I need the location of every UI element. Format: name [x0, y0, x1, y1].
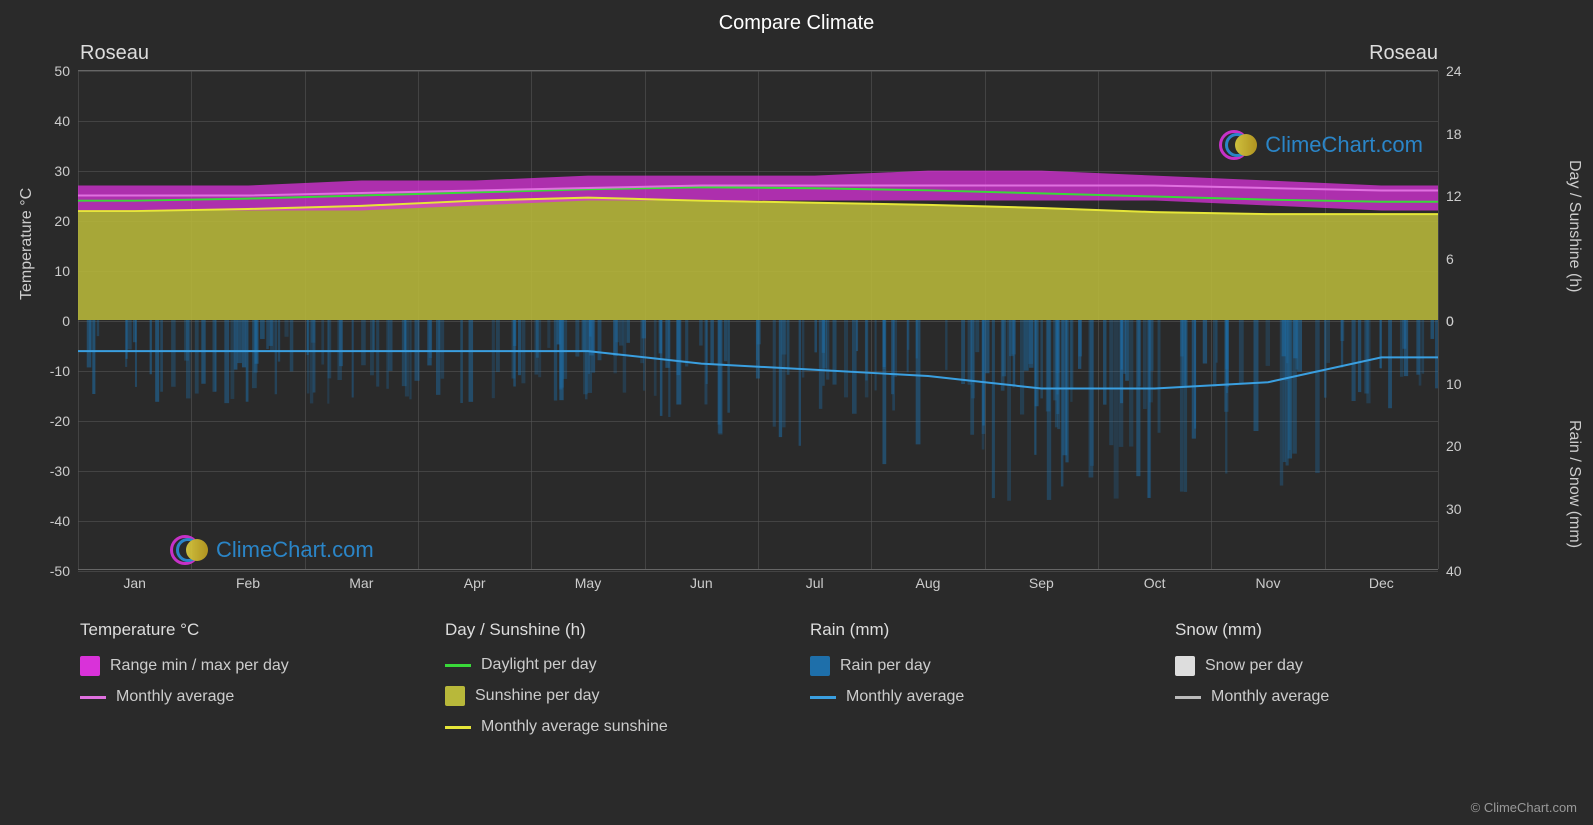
month-tick: Sep [1029, 569, 1054, 591]
chart-title: Compare Climate [0, 0, 1593, 35]
y-right-bottom-tick: 20 [1438, 438, 1462, 454]
legend-item: Monthly average [1175, 688, 1520, 706]
legend-item: Rain per day [810, 656, 1155, 676]
month-tick: Dec [1369, 569, 1394, 591]
y-left-tick: -20 [50, 413, 78, 429]
legend-swatch [445, 686, 465, 706]
legend-label: Monthly average [116, 688, 234, 706]
legend-swatch [445, 726, 471, 729]
y-right-bottom-tick: 30 [1438, 501, 1462, 517]
legend-swatch [1175, 696, 1201, 699]
y-left-tick: -40 [50, 513, 78, 529]
y-axis-right-bottom-label: Rain / Snow (mm) [1565, 420, 1583, 548]
legend-item: Daylight per day [445, 656, 790, 674]
y-left-tick: -50 [50, 563, 78, 579]
month-tick: Oct [1144, 569, 1166, 591]
y-left-tick: 50 [54, 63, 78, 79]
legend-item: Monthly average sunshine [445, 718, 790, 736]
legend-label: Sunshine per day [475, 687, 600, 705]
month-tick: Mar [349, 569, 373, 591]
y-left-tick: 0 [62, 313, 78, 329]
month-tick: Apr [464, 569, 486, 591]
month-tick: Feb [236, 569, 260, 591]
y-right-top-tick: 18 [1438, 126, 1462, 142]
legend-label: Monthly average [846, 688, 964, 706]
legend-swatch [1175, 656, 1195, 676]
legend-label: Rain per day [840, 657, 931, 675]
copyright: © ClimeChart.com [1471, 800, 1577, 815]
month-tick: Nov [1256, 569, 1281, 591]
y-right-top-tick: 6 [1438, 251, 1454, 267]
legend-label: Snow per day [1205, 657, 1303, 675]
legend-label: Range min / max per day [110, 657, 289, 675]
watermark-top: ClimeChart.com [1219, 125, 1423, 165]
month-tick: May [575, 569, 601, 591]
y-left-tick: -10 [50, 363, 78, 379]
legend-label: Monthly average [1211, 688, 1329, 706]
y-right-bottom-tick: 10 [1438, 376, 1462, 392]
legend-swatch [810, 696, 836, 699]
y-right-top-tick: 12 [1438, 188, 1462, 204]
legend: Temperature °C Range min / max per day Mon… [80, 620, 1520, 736]
watermark-bottom: ClimeChart.com [170, 530, 374, 570]
legend-item: Sunshine per day [445, 686, 790, 706]
legend-swatch [80, 656, 100, 676]
legend-header: Snow (mm) [1175, 620, 1520, 640]
month-tick: Jan [123, 569, 146, 591]
month-tick: Aug [916, 569, 941, 591]
legend-column: Snow (mm) Snow per day Monthly average [1175, 620, 1520, 736]
legend-item: Monthly average [810, 688, 1155, 706]
legend-item: Monthly average [80, 688, 425, 706]
legend-swatch [445, 664, 471, 667]
y-axis-left-label: Temperature °C [18, 188, 36, 300]
y-right-top-tick: 24 [1438, 63, 1462, 79]
month-tick: Jun [690, 569, 713, 591]
watermark-text: ClimeChart.com [216, 537, 374, 563]
legend-swatch [810, 656, 830, 676]
legend-column: Day / Sunshine (h) Daylight per day Sunshi… [445, 620, 790, 736]
legend-column: Rain (mm) Rain per day Monthly average [810, 620, 1155, 736]
watermark-text: ClimeChart.com [1265, 132, 1423, 158]
legend-swatch [80, 696, 106, 699]
legend-label: Monthly average sunshine [481, 718, 668, 736]
legend-header: Temperature °C [80, 620, 425, 640]
y-left-tick: 10 [54, 263, 78, 279]
legend-item: Snow per day [1175, 656, 1520, 676]
y-left-tick: -30 [50, 463, 78, 479]
y-axis-right-top-label: Day / Sunshine (h) [1565, 160, 1583, 293]
month-tick: Jul [806, 569, 824, 591]
climechart-logo-icon [1219, 125, 1259, 165]
legend-header: Day / Sunshine (h) [445, 620, 790, 640]
y-right-bottom-tick: 0 [1438, 313, 1454, 329]
legend-label: Daylight per day [481, 656, 597, 674]
legend-column: Temperature °C Range min / max per day Mon… [80, 620, 425, 736]
y-left-tick: 30 [54, 163, 78, 179]
climechart-logo-icon [170, 530, 210, 570]
y-right-bottom-tick: 40 [1438, 563, 1462, 579]
y-left-tick: 20 [54, 213, 78, 229]
legend-item: Range min / max per day [80, 656, 425, 676]
legend-header: Rain (mm) [810, 620, 1155, 640]
y-left-tick: 40 [54, 113, 78, 129]
